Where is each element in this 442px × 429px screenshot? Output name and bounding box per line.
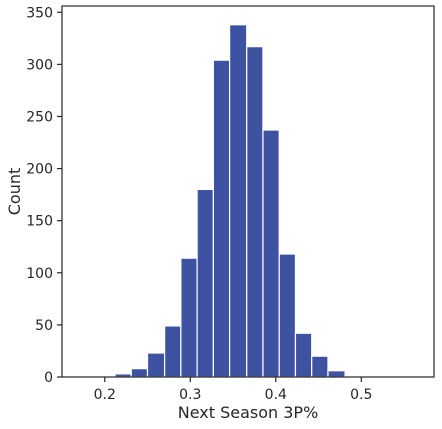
histogram-bar [262,129,280,378]
y-tick-label: 300 [26,57,53,73]
histogram-bar [130,368,149,378]
x-tick-label: 0.4 [265,387,287,403]
x-axis-ticks: 0.2 0.3 0.4 0.5 [94,377,372,403]
plot-frame [61,5,435,378]
y-tick-label: 100 [26,266,53,282]
histogram-bar [311,355,329,378]
y-tick-label: 50 [35,318,53,334]
y-tick-label: 150 [26,214,53,230]
histogram-bar [212,59,231,378]
y-tick-label: 250 [26,109,53,125]
y-tick-label: 200 [26,162,53,178]
y-axis-label: Count [5,168,24,216]
bars-group [114,24,362,378]
histogram-bar [294,332,313,378]
y-axis-ticks: 0 50 100 150 200 250 300 350 [26,5,62,386]
x-tick-label: 0.2 [94,387,116,403]
x-tick-label: 0.5 [350,387,372,403]
histogram-bar [246,46,264,378]
histogram-bar [196,188,214,378]
histogram-bar [229,24,248,378]
x-tick-label: 0.3 [179,387,201,403]
histogram-bar [327,370,346,378]
histogram-bar [146,352,166,378]
y-tick-label: 0 [44,370,53,386]
histogram-bar [164,325,182,378]
y-tick-label: 350 [26,5,53,21]
histogram-bar [180,257,198,378]
x-axis-label: Next Season 3P% [178,403,319,422]
histogram-bar [278,253,297,378]
